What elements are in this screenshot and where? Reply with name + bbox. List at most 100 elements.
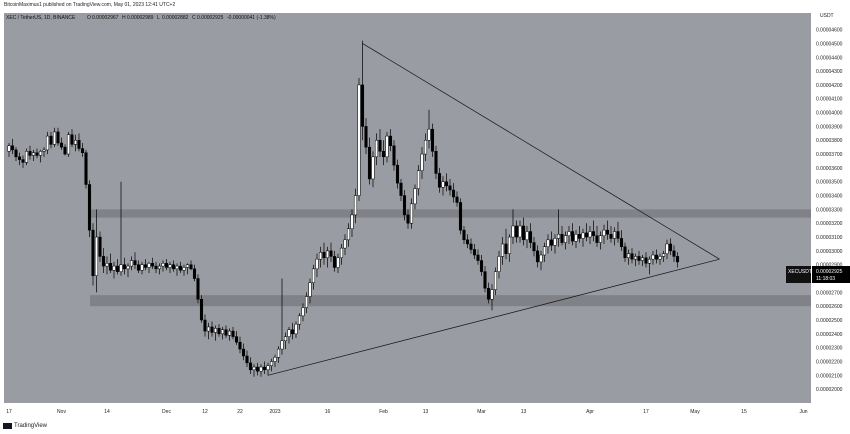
candle-body [311,268,316,283]
candle-body [672,250,676,257]
candle-body [458,202,463,231]
candle-body [269,361,274,366]
ohlc-close-label: C [192,15,196,21]
candle-body [483,271,487,289]
candle [395,159,400,189]
candle-body [112,265,116,271]
candle [675,252,680,268]
candle-body [206,326,211,332]
candle [126,263,130,278]
candle [101,248,106,273]
axis-unit: USDT [820,13,834,19]
price-tick-label: 0.00004400 [816,55,843,61]
candle-body [56,131,60,144]
candle-body [427,128,431,141]
candlestick-chart[interactable]: 0.00004600 0.00004500 0.00004400 0.00004300… [0,9,850,419]
candle-body [658,256,662,260]
candle-body [598,235,603,243]
time-tick-label: Apr [586,409,594,415]
candle-body [217,328,221,335]
candle-body [318,252,323,260]
candle [434,145,438,179]
candle [119,181,123,276]
candle [542,242,547,262]
candle-body [38,151,43,156]
candle [584,223,589,242]
price-tick-label: 0.00002300 [816,346,843,352]
candle [136,260,141,273]
publisher-line: BitcoinMaximus1 published on TradingView… [4,2,176,8]
candle-body [346,228,351,241]
price-tick-label: 0.00004100 [816,97,843,103]
countdown: 11:18:03 [816,276,835,282]
candle [511,209,515,244]
candle-body [255,366,260,372]
candle [10,138,15,155]
candle [416,165,421,196]
candle-body [381,151,386,158]
candle-body [339,247,344,259]
candle-body [273,357,277,362]
candle-body [409,203,414,224]
time-axis[interactable] [0,403,850,419]
candle [549,231,554,251]
candle-body [325,250,330,259]
candle-body [234,336,239,343]
candle [301,303,305,322]
candle-body [98,236,102,257]
candle [535,245,540,268]
candle [322,242,326,265]
candle [507,234,512,262]
resistance-zone [90,209,811,218]
candle-body [262,366,267,371]
time-tick-label: Nov [57,409,66,415]
candle-body [497,256,501,272]
candle-body [17,156,22,160]
candle [493,267,498,296]
candle [35,148,39,159]
time-ticks: 17 Nov 14 Dec 12 22 2023 16 Feb 13 Mar 13 Apr 17 May 15… [6,409,808,415]
candle [637,250,641,265]
candle-body [49,135,53,145]
candle [441,176,445,196]
candle [98,231,102,262]
candle-body [441,181,445,188]
candle [77,133,81,152]
candle [413,184,417,210]
candle [206,322,211,340]
candle-body [336,257,340,268]
candle-body [521,225,526,241]
candle [24,148,29,166]
candle [563,231,568,250]
candle [626,249,631,265]
candle [108,253,113,273]
chart[interactable]: 0.00004600 0.00004500 0.00004400 0.00004300… [0,9,850,419]
price-axis[interactable] [811,9,850,403]
candle [602,224,606,244]
candle-body [276,348,281,358]
candle [371,151,375,188]
candle-body [45,135,50,151]
candle-body [203,319,207,332]
candle-body [105,263,109,267]
time-tick-label: 13 [521,409,527,415]
candle [213,325,218,341]
candle-body [353,195,358,216]
candle [248,357,253,374]
candle [388,129,393,152]
candle-body [63,146,67,155]
candle [332,250,337,272]
candle-body [654,254,659,260]
price-tick-label: 0.00003600 [816,166,843,172]
candle-body [357,84,361,196]
candle-body [73,139,78,145]
chart-title: XEC / TetherUS, 1D, BINANCE [6,15,76,21]
footer: TradingView [3,423,47,429]
candle-body [80,148,85,153]
candle-body [119,264,123,272]
candle [38,149,43,163]
candle-body [332,256,337,268]
candle-body [553,238,557,246]
candle-body [21,159,25,163]
candle [504,228,508,260]
